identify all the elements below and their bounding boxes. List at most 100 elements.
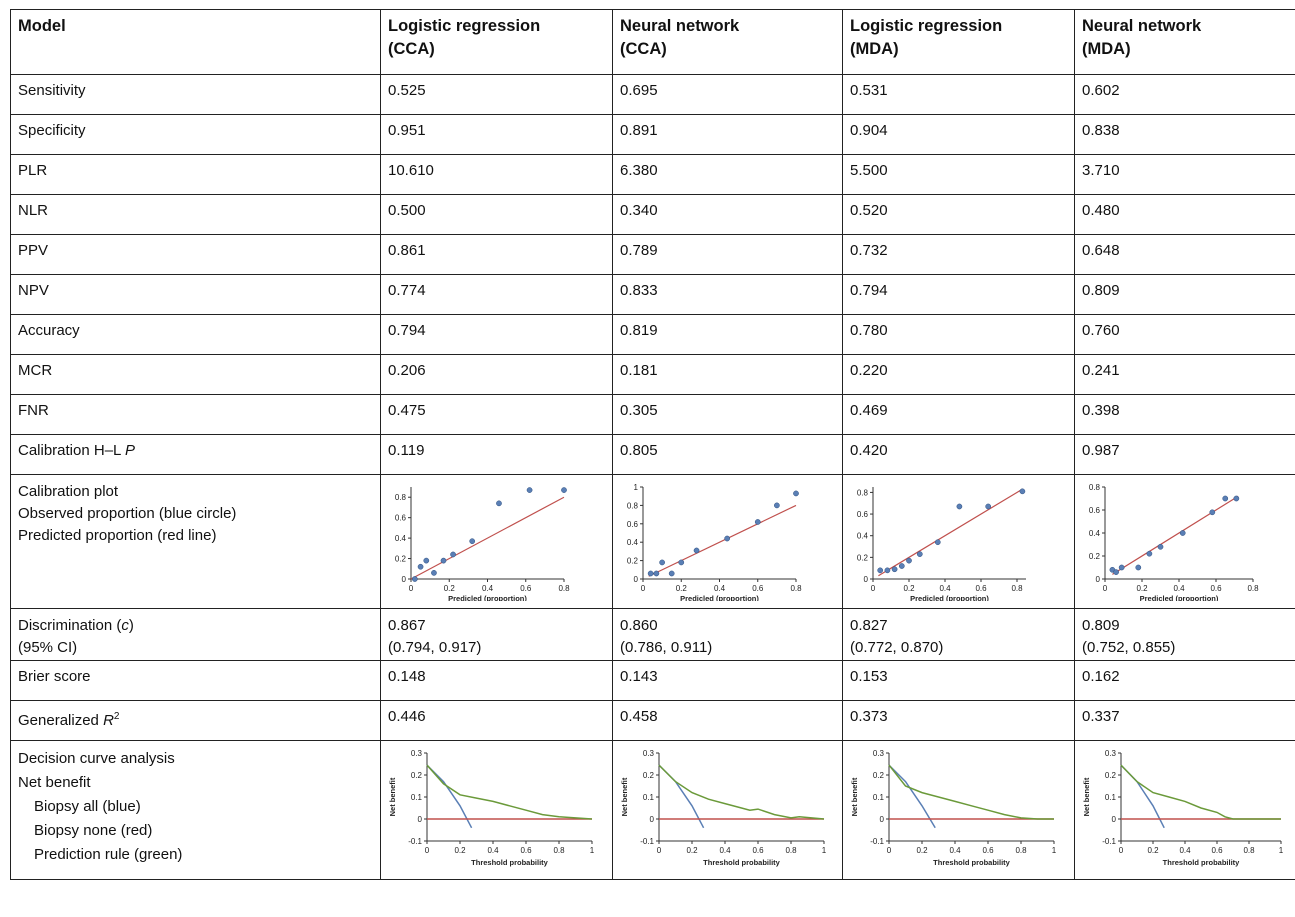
x-tick-label: 0.6: [520, 846, 532, 855]
observed-point: [450, 551, 456, 558]
ci-value: (0.772, 0.870): [850, 639, 944, 656]
x-tick-label: 0.6: [752, 846, 764, 855]
x-tick-label: 0.8: [1243, 846, 1255, 855]
observed-point: [985, 503, 992, 510]
metric-value: 0.119: [380, 434, 613, 475]
metric-label: PLR: [10, 154, 381, 195]
brier-value: 0.162: [1074, 660, 1295, 701]
c-value: 0.860: [620, 617, 658, 634]
x-tick-label: 0.4: [482, 584, 494, 593]
observed-point: [693, 547, 700, 554]
metric-value: 0.520: [842, 194, 1075, 235]
metric-value: 0.904: [842, 114, 1075, 155]
x-axis-label: Threshold probability: [471, 858, 548, 867]
dca-legend-rule: Prediction rule (green): [34, 846, 183, 863]
x-tick-label: 0.4: [1173, 584, 1185, 593]
x-tick-label: 0.4: [487, 846, 499, 855]
metric-value: 0.206: [380, 354, 613, 395]
y-tick-label: 0.3: [873, 749, 885, 758]
calibration-plot: 0 0.2 0.4 0.6 0.8 0 0.2 0.4 0.6 0.8 Predicled (pro…: [395, 487, 570, 603]
y-tick-label: 0: [864, 575, 869, 584]
y-tick-label: 0.8: [1089, 483, 1101, 492]
metric-value: 0.420: [842, 434, 1075, 475]
observed-point: [417, 563, 424, 570]
metric-value: 0.774: [380, 274, 613, 315]
x-axis-label: Threshold probability: [703, 858, 780, 867]
x-tick-label: 0.6: [982, 846, 994, 855]
observed-point: [647, 570, 654, 577]
header-col-3-line-1: Logistic regression: [850, 17, 1003, 35]
x-tick-label: 0.2: [903, 584, 915, 593]
observed-point: [1157, 543, 1164, 550]
y-axis-label: Net benefit: [1082, 777, 1091, 816]
prediction-rule-curve: [426, 764, 593, 820]
predicted-line: [410, 496, 565, 580]
ci-value: (0.752, 0.855): [1082, 639, 1176, 656]
observed-point: [659, 559, 665, 566]
calibration-plot: 0 0.2 0.4 0.6 0.8 0 0.2 0.4 0.6 0.8 Predicled (pro…: [857, 487, 1026, 603]
header-col-1: Logistic regression (CCA): [380, 9, 613, 75]
y-tick-label: 0: [634, 575, 639, 584]
predicted-line: [1112, 495, 1239, 575]
metric-value: 0.469: [842, 394, 1075, 435]
observed-point: [934, 539, 941, 546]
y-tick-label: 0: [650, 815, 655, 824]
observed-point: [411, 576, 418, 582]
x-tick-label: 0: [657, 846, 662, 855]
discrimination-label-line-1: Discrimination (c): [18, 615, 373, 637]
metric-row: NLR 0.500 0.340 0.520 0.480: [10, 194, 1295, 235]
y-tick-label: 0.1: [1105, 793, 1117, 802]
x-tick-label: 0.6: [975, 584, 987, 593]
observed-point: [431, 570, 437, 576]
metric-value: 0.525: [380, 74, 613, 115]
c-value: 0.827: [850, 617, 888, 634]
calibration-plot: 0 0.2 0.4 0.6 0.8 0 0.2 0.4 0.6 0.8 Predicled (pro…: [1089, 483, 1259, 603]
r2-sup: 2: [113, 711, 120, 722]
observed-point: [653, 570, 660, 577]
metric-value: 0.838: [1074, 114, 1295, 155]
brier-value: 0.153: [842, 660, 1075, 701]
header-col-4-line-1: Neural network: [1082, 17, 1202, 35]
metric-row: MCR 0.206 0.181 0.220 0.241: [10, 354, 1295, 395]
discrimination-value: 0.860 (0.786, 0.911): [612, 608, 843, 661]
metric-row: FNR 0.475 0.305 0.469 0.398: [10, 394, 1295, 435]
metric-value: 0.789: [612, 234, 843, 275]
x-tick-label: 1: [1279, 846, 1284, 855]
observed-point: [793, 490, 799, 497]
dca-legend-none: Biopsy none (red): [34, 822, 153, 839]
metric-label: Sensitivity: [10, 74, 381, 115]
y-tick-label: 0.6: [627, 520, 639, 529]
y-tick-label: 0.3: [643, 749, 655, 758]
dca-label-line: Decision curve analysis: [18, 750, 175, 767]
header-model: Model: [10, 9, 381, 75]
y-tick-label: -0.1: [1102, 837, 1116, 846]
y-tick-label: 0: [1112, 815, 1117, 824]
metric-value: 0.819: [612, 314, 843, 355]
y-tick-label: 0: [880, 815, 885, 824]
results-table: Model Logistic regression (CCA) Neural ne…: [10, 9, 1295, 880]
y-tick-label: 0.8: [857, 488, 869, 497]
observed-point: [1146, 550, 1153, 557]
observed-point: [1113, 569, 1119, 575]
y-tick-label: 0.2: [395, 555, 407, 564]
discrimination-label-line-2: (95% CI): [18, 639, 78, 656]
prediction-rule-curve: [658, 764, 825, 820]
observed-point: [891, 566, 898, 573]
r2-value: 0.446: [380, 700, 613, 741]
metric-label-prefix: Calibration H–L: [18, 442, 125, 459]
metric-value: 0.241: [1074, 354, 1295, 395]
observed-point: [440, 557, 447, 564]
y-tick-label: 0.2: [643, 771, 655, 780]
x-tick-label: 0: [871, 584, 876, 593]
calibration-label: Calibration plot Observed proportion (bl…: [10, 474, 381, 609]
metric-value: 0.987: [1074, 434, 1295, 475]
y-tick-label: 0.2: [873, 771, 885, 780]
calibration-plot-cell: 0 0.2 0.4 0.6 0.8 0 0.2 0.4 0.6 0.8 Predicled (pro…: [380, 474, 613, 609]
metric-row: NPV 0.774 0.833 0.794 0.809: [10, 274, 1295, 315]
metric-label: PPV: [10, 234, 381, 275]
y-tick-label: 0.1: [873, 793, 885, 802]
metric-row: Specificity 0.951 0.891 0.904 0.838: [10, 114, 1295, 155]
x-tick-label: 0: [409, 584, 414, 593]
